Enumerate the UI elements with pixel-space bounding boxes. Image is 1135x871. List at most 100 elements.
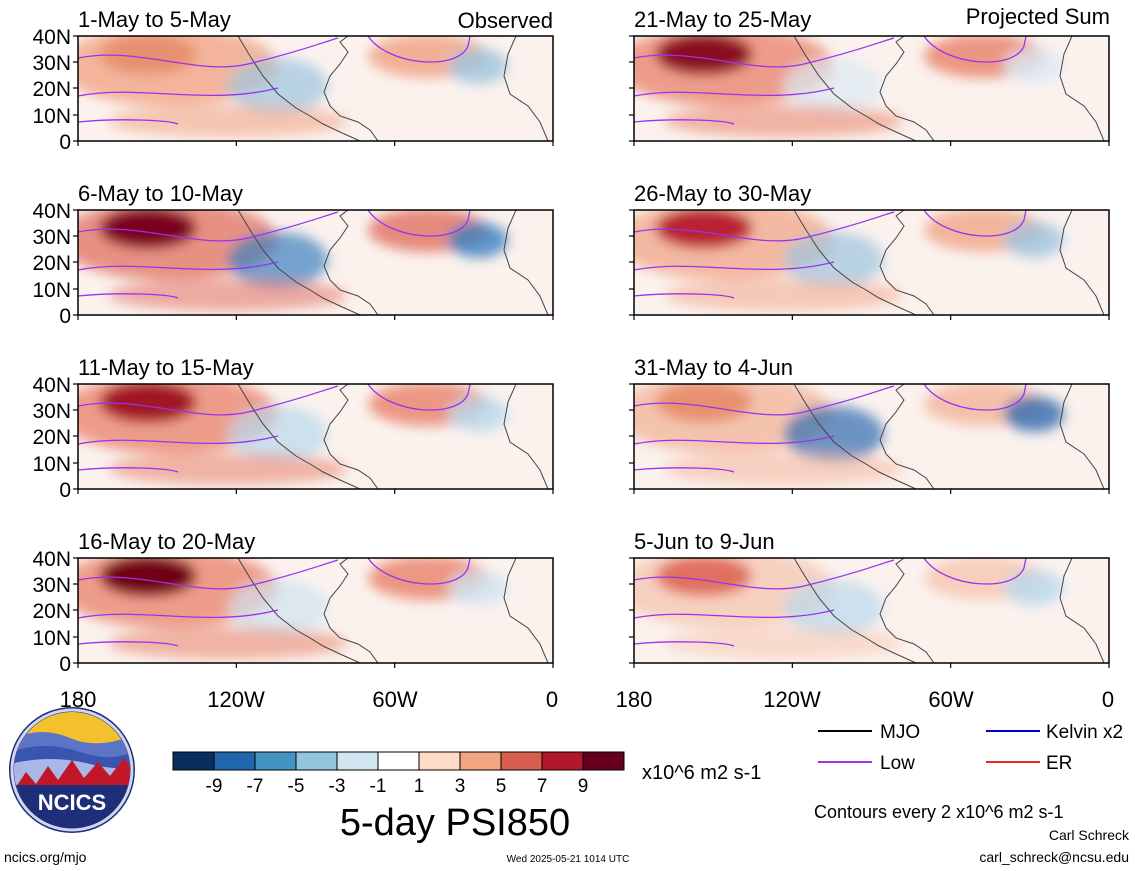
website-link[interactable]: ncics.org/mjo [4, 849, 87, 865]
panel-date-label: 1-May to 5-May [78, 7, 231, 32]
lat-tick-label: 40N [32, 374, 71, 397]
colorbar-swatch [541, 751, 584, 771]
map-panel: 5-Jun to 9-Jun [629, 529, 1110, 668]
lat-axis: 40N 30N 20N 10N 0 [32, 374, 78, 502]
lat-axis: 40N 30N 20N 10N 0 [32, 200, 78, 328]
colorbar-tick-label: -9 [206, 776, 223, 797]
coastlines [793, 558, 1109, 663]
lat-tick-label: 40N [32, 548, 71, 571]
low-contours [634, 384, 1027, 473]
projected-label: Projected Sum [966, 4, 1110, 29]
map-panel: 40N 30N 20N 10N 0 6-May to 10-May [32, 181, 554, 328]
colorbar-units: x10^6 m2 s-1 [642, 762, 761, 784]
contour-legend: MJO Kelvin x2 Low ER [818, 722, 1123, 774]
coastlines [237, 36, 553, 141]
coastlines [793, 384, 1109, 489]
lon-tick-label: 60W [928, 687, 973, 712]
colorbar-swatch [254, 751, 297, 771]
coastlines [237, 558, 553, 663]
lon-tick-label: 0 [1102, 687, 1114, 712]
lat-tick-label: 30N [32, 574, 71, 597]
map-panel: 21-May to 25-May [629, 7, 1110, 146]
colorbar-swatch [336, 751, 379, 771]
colorbar-tick-label: -7 [247, 776, 264, 797]
lon-tick-label: 120W [207, 687, 265, 712]
lat-tick-label: 30N [32, 400, 71, 423]
anomaly-field [634, 210, 1109, 315]
lat-tick-label: 20N [32, 426, 71, 449]
low-contours [78, 36, 471, 125]
panel-date-label: 21-May to 25-May [634, 7, 811, 32]
colorbar-swatch [418, 751, 461, 771]
lat-axis [629, 383, 634, 490]
colorbar-swatch [172, 751, 215, 771]
lat-tick-label: 30N [32, 226, 71, 249]
panel-date-label: 26-May to 30-May [634, 181, 811, 206]
lat-tick-label: 20N [32, 78, 71, 101]
low-contours [78, 558, 471, 647]
colorbar-tick-label: -5 [288, 776, 305, 797]
lat-tick-label: 10N [32, 453, 71, 476]
lat-tick-label: 20N [32, 252, 71, 275]
map-panel: 26-May to 30-May [629, 181, 1110, 320]
anomaly-field [78, 558, 553, 663]
lon-tick-label: 180 [616, 687, 653, 712]
panel-date-label: 6-May to 10-May [78, 181, 243, 206]
author-name: Carl Schreck [1049, 827, 1130, 843]
legend-label-low: Low [880, 753, 915, 774]
legend-label-kelvin: Kelvin x2 [1046, 722, 1123, 743]
colorbar-tick-label: -3 [329, 776, 346, 797]
anomaly-field [634, 36, 1109, 141]
ncics-logo: NCICS [9, 707, 135, 833]
figure-title: 5-day PSI850 [340, 802, 570, 844]
colorbar-swatch [377, 751, 420, 771]
panel-date-label: 5-Jun to 9-Jun [634, 529, 775, 554]
lat-tick-label: 20N [32, 600, 71, 623]
timestamp: Wed 2025-05-21 1014 UTC [507, 854, 630, 865]
author-email: carl_schreck@ncsu.edu [979, 849, 1129, 865]
low-contours [634, 36, 1027, 125]
map-panel: 40N 30N 20N 10N 0 1-May to 5-May [32, 7, 554, 154]
colorbar-tick-label: -1 [370, 776, 387, 797]
lat-tick-label: 0 [59, 305, 71, 328]
legend-label-er: ER [1046, 753, 1072, 774]
colorbar-swatch [459, 751, 502, 771]
map-panel: 40N 30N 20N 10N 0 16-May to 20-May [32, 529, 554, 676]
lat-axis: 40N 30N 20N 10N 0 [32, 548, 78, 676]
coastlines [237, 210, 553, 315]
logo-text: NCICS [38, 790, 106, 815]
lon-axis-left: 180 120W 60W 0 [60, 687, 558, 712]
lon-tick-label: 0 [546, 687, 558, 712]
anomaly-field [634, 384, 1109, 489]
anomaly-field [634, 558, 1109, 663]
colorbar-tick-label: 3 [455, 776, 466, 797]
lat-tick-label: 0 [59, 479, 71, 502]
panel-date-label: 31-May to 4-Jun [634, 355, 793, 380]
low-contours [634, 558, 1027, 647]
low-contours [78, 210, 471, 299]
lat-axis [629, 557, 634, 664]
map-panel: 40N 30N 20N 10N 0 11-May to 15-May [32, 355, 554, 502]
colorbar-tick-label: 9 [578, 776, 589, 797]
map-panel: 31-May to 4-Jun [629, 355, 1110, 494]
lon-axis-right: 180 120W 60W 0 [616, 687, 1114, 712]
lon-tick-label: 120W [763, 687, 821, 712]
panel-date-label: 11-May to 15-May [78, 355, 254, 380]
legend-label-mjo: MJO [880, 722, 920, 743]
lat-axis [629, 35, 634, 142]
lon-tick-label: 60W [372, 687, 417, 712]
panel-date-label: 16-May to 20-May [78, 529, 255, 554]
colorbar: -9 -7 -5 -3 -1 1 3 5 7 9 [172, 751, 625, 797]
low-contours [78, 384, 471, 473]
lat-tick-label: 10N [32, 105, 71, 128]
lat-tick-label: 0 [59, 131, 71, 154]
lat-tick-label: 0 [59, 653, 71, 676]
colorbar-tick-label: 7 [537, 776, 548, 797]
colorbar-tick-label: 5 [496, 776, 507, 797]
coastlines [793, 210, 1109, 315]
lat-tick-label: 10N [32, 279, 71, 302]
anomaly-field [78, 384, 553, 489]
lat-tick-label: 30N [32, 52, 71, 75]
anomaly-field [78, 210, 553, 315]
